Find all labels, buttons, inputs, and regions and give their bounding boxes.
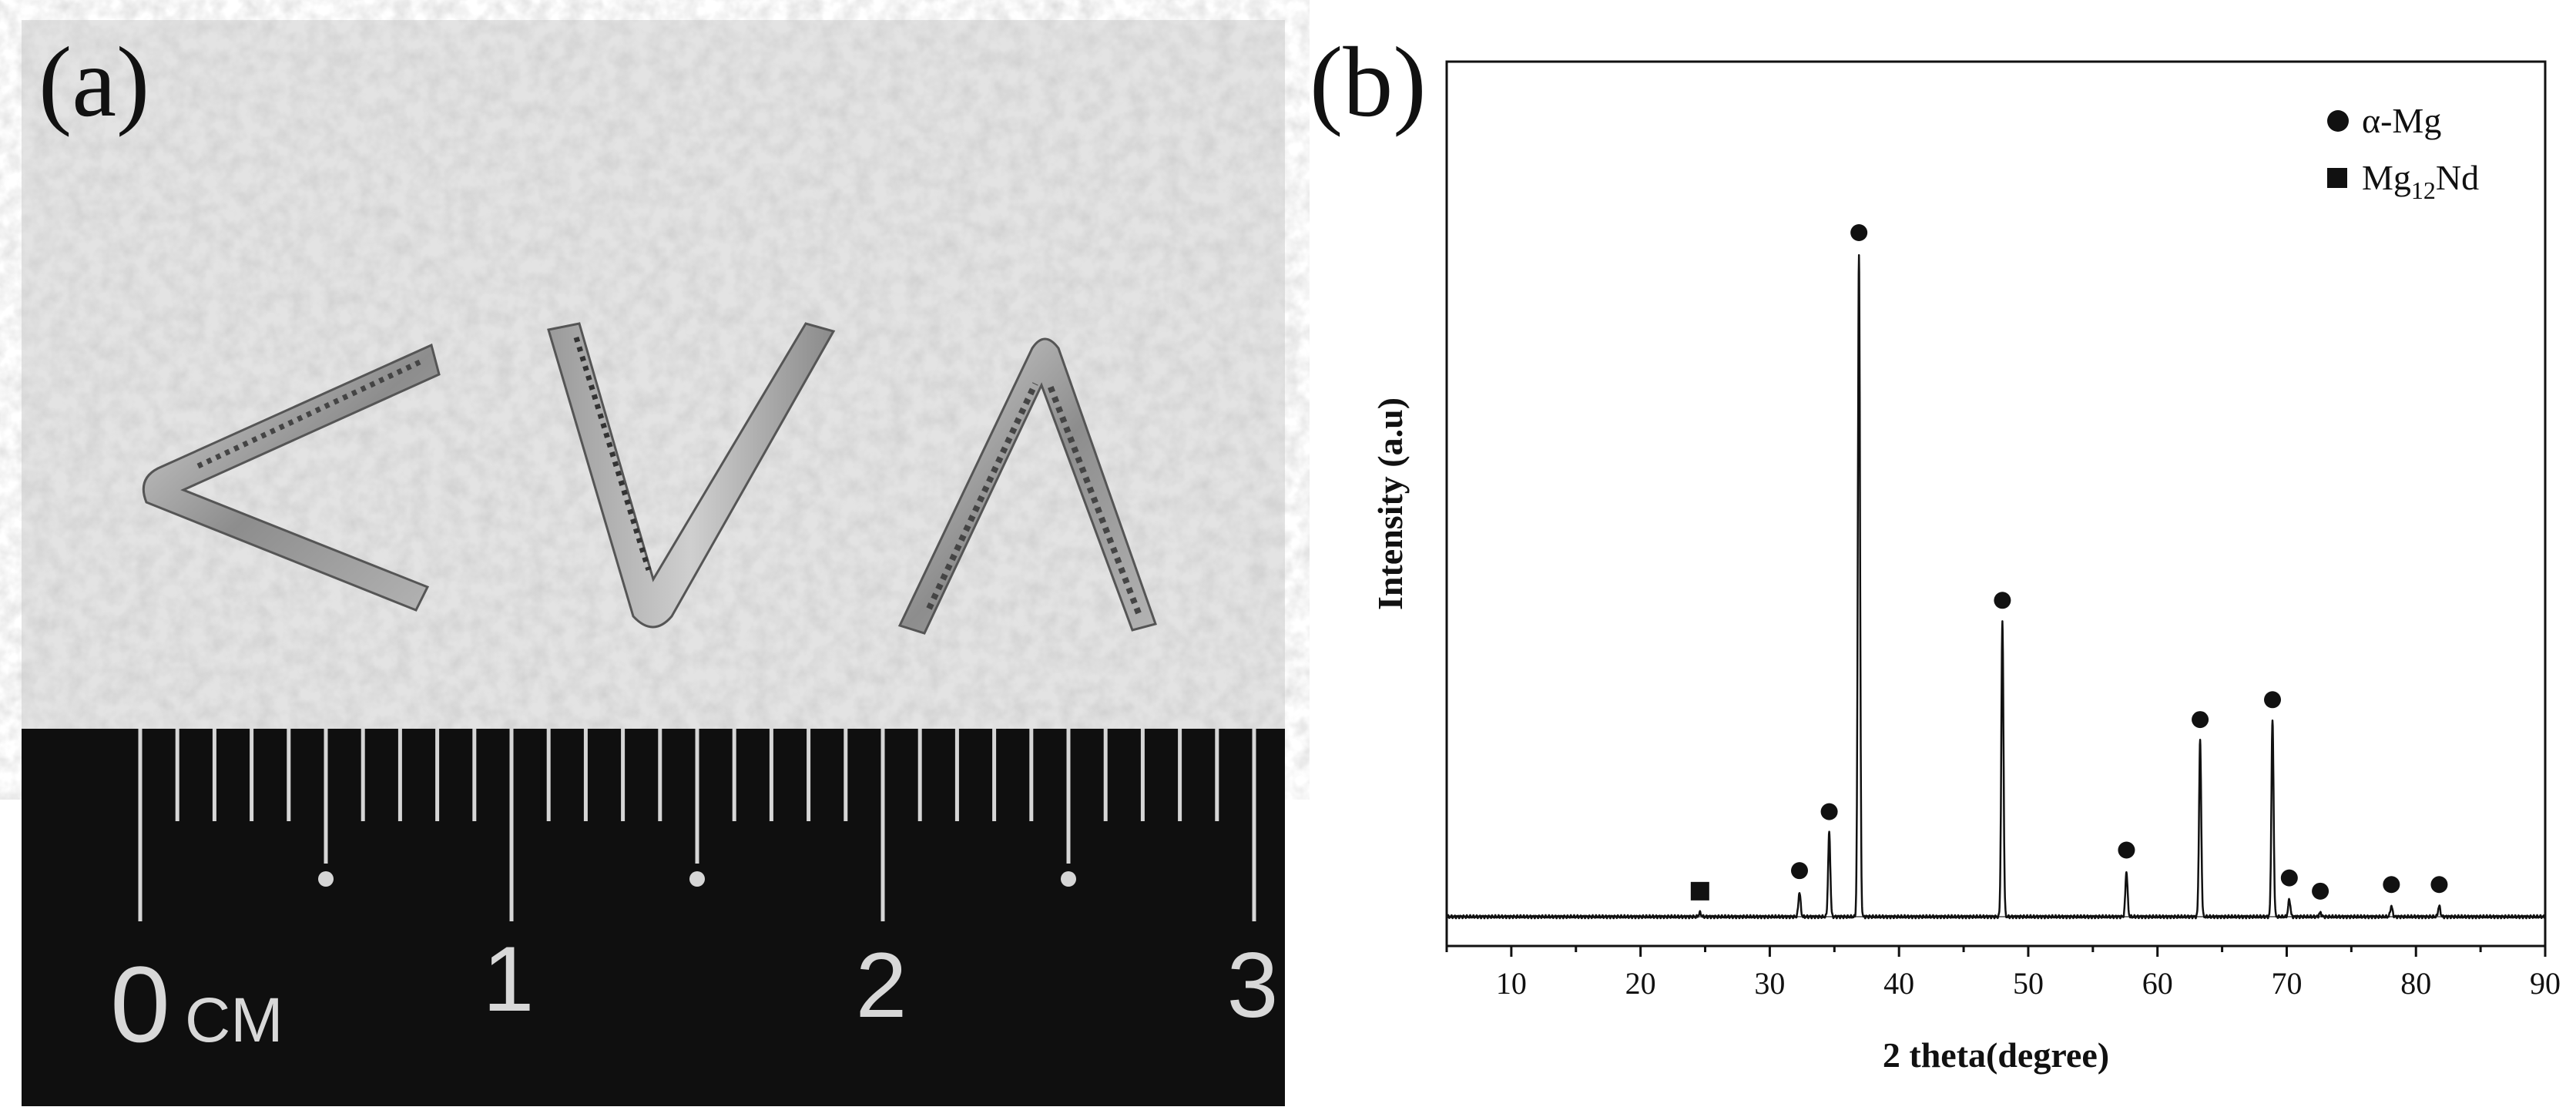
peak-marker-alpha-mg [2264, 691, 2282, 709]
peak-marker-alpha-mg [1820, 803, 1838, 820]
chart-panel: (b) 10 20 30 40 50 60 70 80 90 2 theta(degree) I… [1310, 27, 2561, 1075]
legend-label-mg12nd: Mg12Nd [2362, 158, 2479, 204]
ruler-unit: CM [185, 985, 283, 1055]
ruler-half-cm-dot [689, 871, 705, 887]
x-tick-label: 50 [2013, 966, 2044, 1001]
x-tick-label: 70 [2271, 966, 2302, 1001]
peak-marker-alpha-mg [2430, 876, 2448, 894]
panel-b-label: (b) [1310, 27, 1427, 138]
legend: α-Mg Mg12Nd [2327, 101, 2479, 204]
x-axis-title: 2 theta(degree) [1883, 1035, 2109, 1075]
legend-marker-alpha-mg [2327, 110, 2349, 132]
xrd-pattern-line [1446, 253, 2547, 920]
peak-marker-alpha-mg [2312, 882, 2329, 900]
peak-marker-alpha-mg [2118, 841, 2135, 859]
x-tick-label: 40 [1883, 966, 1914, 1001]
legend-label-mg12nd-sub: 12 [2411, 176, 2436, 204]
legend-marker-mg12nd [2327, 168, 2347, 188]
ruler-number-2: 2 [856, 934, 907, 1037]
x-tick-label: 20 [1625, 966, 1656, 1001]
part-middle-v [547, 322, 836, 629]
x-tick-label: 10 [1496, 966, 1527, 1001]
ruler-half-cm-dot [1061, 871, 1076, 887]
x-tick-label: 80 [2400, 966, 2431, 1001]
part-left-chevron [142, 343, 441, 612]
x-tick-label: 90 [2530, 966, 2561, 1001]
x-tick-label: 30 [1754, 966, 1785, 1001]
photo-panel: 0 CM 1 2 3 (a) [22, 20, 1285, 1106]
peak-markers [1690, 224, 2448, 901]
peak-marker-alpha-mg [2192, 711, 2209, 729]
peak-marker-alpha-mg [2280, 869, 2298, 887]
part-right-lambda [897, 337, 1157, 635]
legend-label-mg12nd-tail: Nd [2436, 158, 2479, 197]
peak-marker-alpha-mg [2383, 876, 2400, 894]
legend-label-mg12nd-main: Mg [2362, 158, 2411, 197]
panel-a-label: (a) [39, 27, 149, 138]
peak-marker-mg12nd [1690, 881, 1709, 901]
ruler-ticks [138, 729, 1256, 921]
x-axis-ticks [1445, 946, 2547, 957]
x-axis-tick-labels: 10 20 30 40 50 60 70 80 90 [1496, 966, 2561, 1001]
peak-marker-alpha-mg [1994, 592, 2011, 609]
x-tick-label: 60 [2142, 966, 2173, 1001]
legend-label-alpha-mg: α-Mg [2362, 101, 2441, 140]
y-axis-title: Intensity (a.u) [1370, 397, 1410, 610]
ruler-number-3: 3 [1227, 934, 1279, 1037]
ruler-number-1: 1 [483, 927, 535, 1031]
peak-marker-alpha-mg [1790, 862, 1808, 880]
peak-marker-alpha-mg [1850, 224, 1868, 241]
ruler-body [22, 729, 1285, 1106]
ruler-half-cm-dot [318, 871, 334, 887]
ruler-number-0: 0 [110, 944, 170, 1065]
ruler: 0 CM 1 2 3 [22, 729, 1285, 1106]
